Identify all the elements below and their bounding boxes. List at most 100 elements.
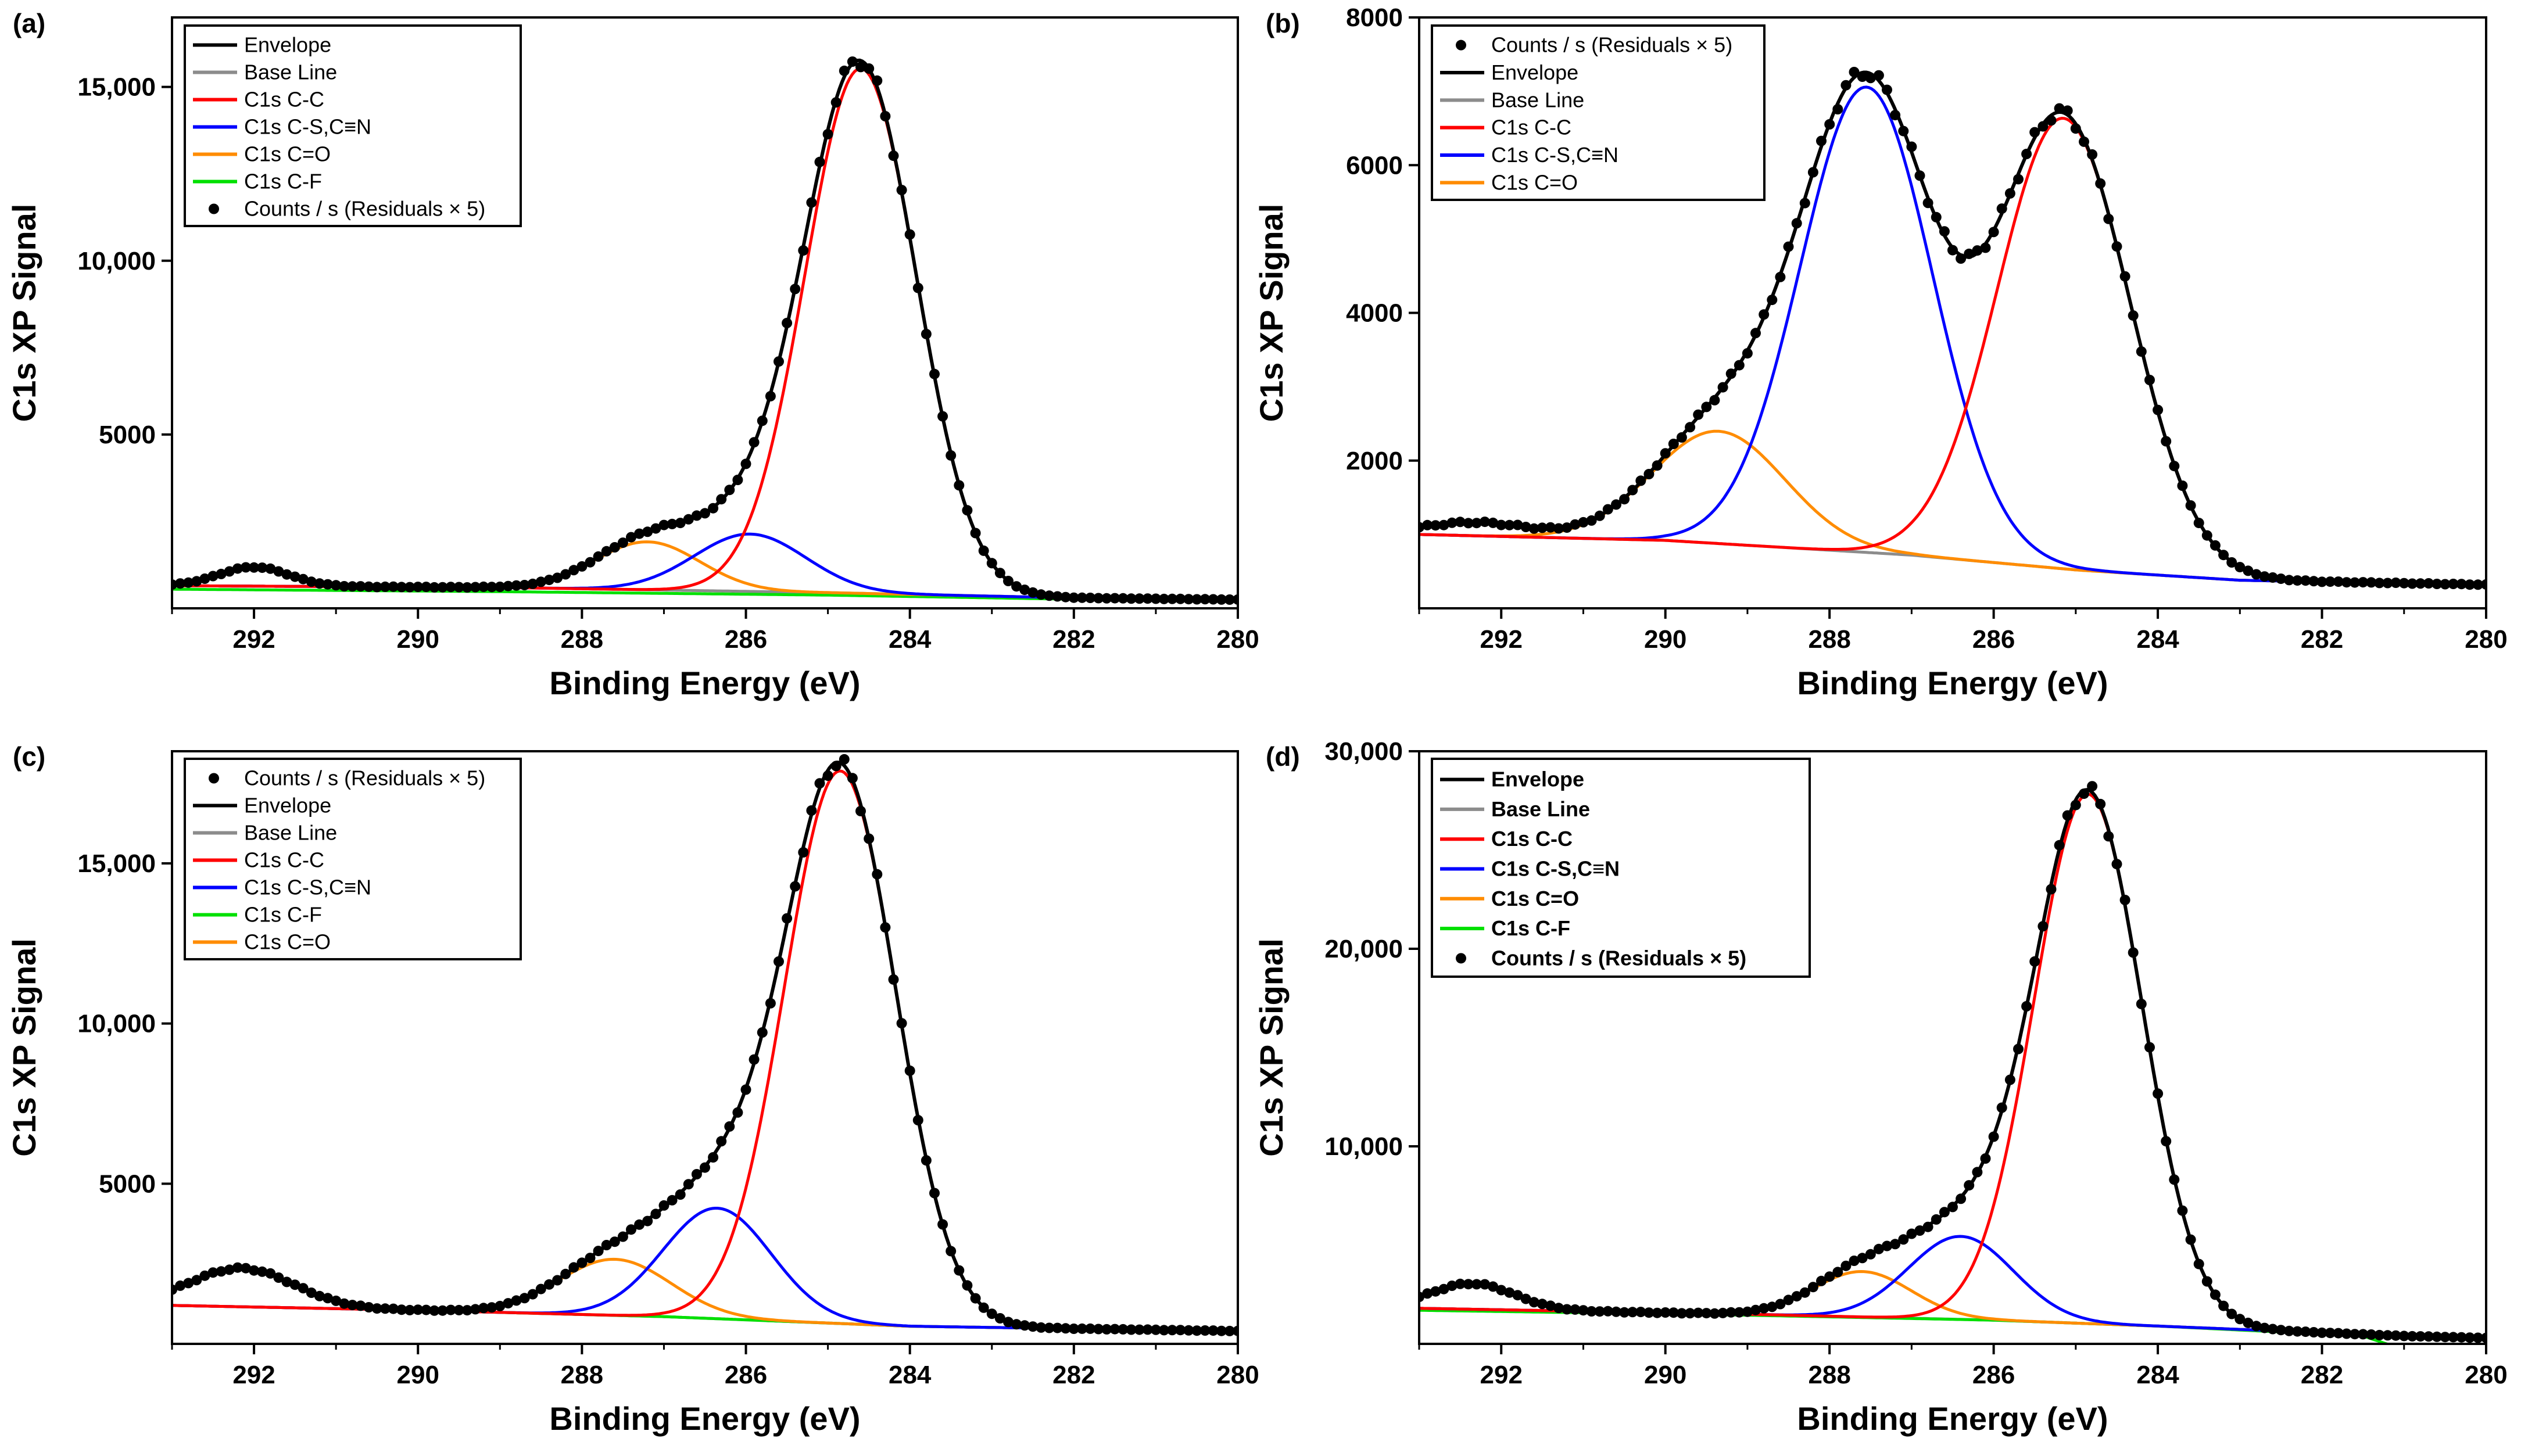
count-point <box>199 573 210 584</box>
count-point <box>560 1268 571 1279</box>
count-point <box>544 575 554 586</box>
count-point <box>1956 1193 1967 1204</box>
count-point <box>2243 1317 2254 1328</box>
count-point <box>535 576 546 587</box>
count-point <box>519 1293 530 1304</box>
y-tick-label: 10,000 <box>77 247 156 275</box>
legend-label: C1s C-F <box>244 903 322 927</box>
count-point <box>593 1246 604 1257</box>
count-point <box>2004 1074 2015 1085</box>
count-point <box>937 411 948 422</box>
count-point <box>2226 557 2237 568</box>
count-point <box>1906 1228 1917 1239</box>
count-point <box>1660 1307 1671 1318</box>
count-point <box>1224 1325 1235 1336</box>
count-point <box>626 532 636 543</box>
y-tick-label: 30,000 <box>1324 737 1403 766</box>
count-point <box>2169 461 2180 472</box>
legend-label: C1s C=O <box>244 930 331 954</box>
count-point <box>1175 1325 1186 1336</box>
count-point <box>2210 540 2221 551</box>
count-point <box>323 579 333 590</box>
x-tick-label: 288 <box>1808 1361 1850 1389</box>
count-point <box>806 197 817 208</box>
count-point <box>962 1280 973 1291</box>
count-point <box>1003 1317 1014 1328</box>
legend-swatch-counts <box>1456 953 1466 964</box>
count-point <box>2350 1329 2360 1340</box>
legend-swatch-counts <box>209 773 219 784</box>
count-point <box>2308 576 2319 587</box>
count-point <box>535 1283 546 1294</box>
x-tick-label: 286 <box>725 1361 767 1389</box>
count-point <box>388 581 399 592</box>
count-point <box>232 563 243 574</box>
count-point <box>478 581 489 592</box>
count-point <box>904 229 915 240</box>
count-point <box>1931 1214 1942 1225</box>
count-point <box>1619 1307 1630 1318</box>
count-point <box>2037 921 2049 932</box>
count-point <box>2308 1327 2319 1337</box>
count-point <box>429 582 440 593</box>
count-point <box>2284 1325 2294 1336</box>
count-point <box>2325 1328 2336 1339</box>
count-point <box>519 580 530 590</box>
count-point <box>2185 1234 2196 1245</box>
panel-label: (d) <box>1266 741 1300 772</box>
count-point <box>2226 1308 2237 1319</box>
legend-label: Base Line <box>244 821 337 845</box>
count-point <box>1914 1225 1925 1236</box>
count-point <box>1890 1239 1901 1250</box>
count-point <box>855 62 866 73</box>
count-point <box>634 528 645 539</box>
count-point <box>1701 401 1712 413</box>
x-tick-label: 280 <box>1216 1361 1259 1389</box>
x-tick-label: 292 <box>232 1361 275 1389</box>
count-point <box>191 576 202 587</box>
count-point <box>1142 1324 1153 1335</box>
count-point <box>2366 1329 2377 1340</box>
count-point <box>281 569 292 580</box>
count-point <box>798 847 809 858</box>
legend-box <box>1431 24 1766 201</box>
y-tick-label: 10,000 <box>77 1010 156 1038</box>
count-point <box>2153 1088 2164 1099</box>
legend-label: C1s C-C <box>1491 116 1571 139</box>
count-point <box>1890 110 1901 121</box>
legend-label: Base Line <box>1491 797 1590 821</box>
count-point <box>782 913 793 924</box>
count-point <box>749 437 760 448</box>
count-point <box>445 582 456 593</box>
count-point <box>946 1246 957 1257</box>
count-point <box>782 318 793 328</box>
count-point <box>363 581 374 592</box>
count-point <box>798 245 809 256</box>
count-point <box>1077 592 1087 603</box>
count-point <box>2177 1205 2188 1216</box>
count-point <box>1759 1303 1770 1314</box>
count-point <box>1824 119 1835 130</box>
count-point <box>2390 1330 2401 1341</box>
chart-panel-b: 292 290 288 286 284 282 280 2000 4000 6000 8000 Bin… <box>1253 3 2508 701</box>
count-point <box>667 518 678 529</box>
count-point <box>2259 571 2270 582</box>
count-point <box>839 65 850 76</box>
count-point <box>1750 1304 1761 1315</box>
x-tick-label: 290 <box>1644 625 1686 654</box>
y-tick-label: 20,000 <box>1324 935 1403 963</box>
count-point <box>2464 579 2475 590</box>
count-point <box>2037 121 2049 132</box>
count-point <box>1068 592 1079 603</box>
count-point <box>757 1027 768 1038</box>
count-point <box>872 75 883 86</box>
count-point <box>1520 1293 1531 1304</box>
count-point <box>1118 1324 1129 1335</box>
legend-label: Base Line <box>1491 88 1584 112</box>
count-point <box>2341 577 2352 588</box>
count-point <box>1085 1323 1096 1334</box>
count-point <box>2234 562 2246 573</box>
count-point <box>716 1136 727 1147</box>
count-point <box>1126 1324 1137 1335</box>
count-point <box>207 1267 219 1278</box>
